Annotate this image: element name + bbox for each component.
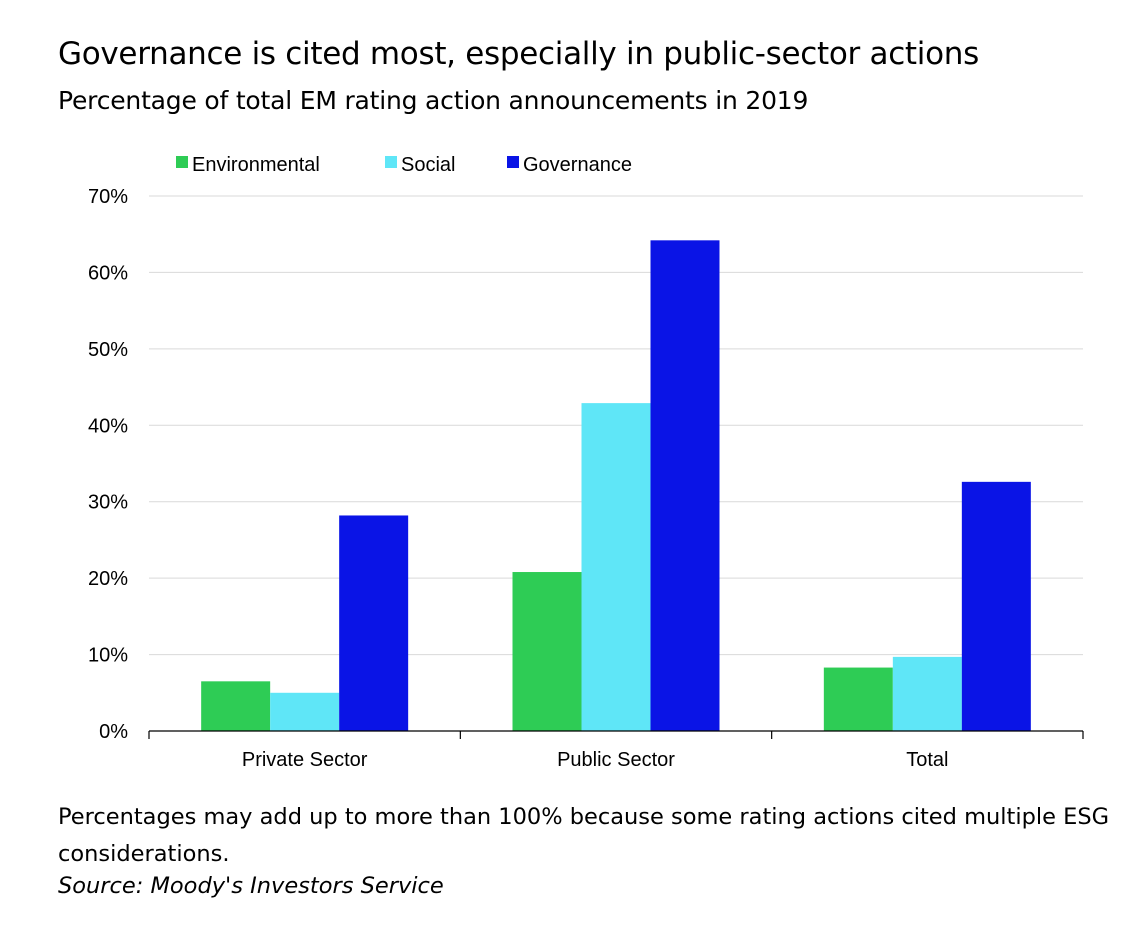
bar-environmental-public-sector bbox=[512, 572, 582, 731]
y-tick-label: 30% bbox=[88, 492, 128, 514]
y-tick-label: 40% bbox=[88, 415, 128, 437]
y-tick-label: 50% bbox=[88, 339, 128, 361]
legend-label-governance: Governance bbox=[523, 154, 632, 176]
legend-swatch-social bbox=[385, 156, 397, 168]
bar-social-public-sector bbox=[581, 403, 651, 731]
x-tick-label: Private Sector bbox=[242, 749, 368, 771]
x-tick-label: Total bbox=[906, 749, 948, 771]
chart-title: Governance is cited most, especially in … bbox=[58, 36, 979, 72]
bar-governance-public-sector bbox=[650, 240, 720, 732]
bar-governance-private-sector bbox=[339, 515, 409, 731]
bar-environmental-private-sector bbox=[201, 681, 271, 731]
bar-governance-total bbox=[961, 481, 1031, 731]
chart-subtitle: Percentage of total EM rating action ann… bbox=[58, 86, 809, 115]
footnote: Percentages may add up to more than 100%… bbox=[58, 804, 1110, 867]
legend-label-environmental: Environmental bbox=[192, 154, 320, 176]
bar-social-total bbox=[892, 656, 962, 731]
legend-swatch-governance bbox=[507, 156, 519, 168]
legend-swatch-environmental bbox=[176, 156, 188, 168]
bar-social-private-sector bbox=[270, 692, 340, 731]
bar-environmental-total bbox=[823, 667, 893, 731]
y-tick-label: 10% bbox=[88, 645, 128, 667]
legend-label-social: Social bbox=[401, 154, 455, 176]
source-note: Source: Moody's Investors Service bbox=[58, 873, 444, 899]
y-tick-label: 60% bbox=[88, 262, 128, 284]
x-tick-label: Public Sector bbox=[557, 749, 675, 771]
y-tick-label: 70% bbox=[88, 186, 128, 208]
bar-chart: 0% 10% 20% 30% 40% 50% 60% 70% Private Sector Pub… bbox=[88, 154, 1084, 771]
y-tick-label: 20% bbox=[88, 568, 128, 590]
y-tick-label: 0% bbox=[99, 721, 128, 743]
